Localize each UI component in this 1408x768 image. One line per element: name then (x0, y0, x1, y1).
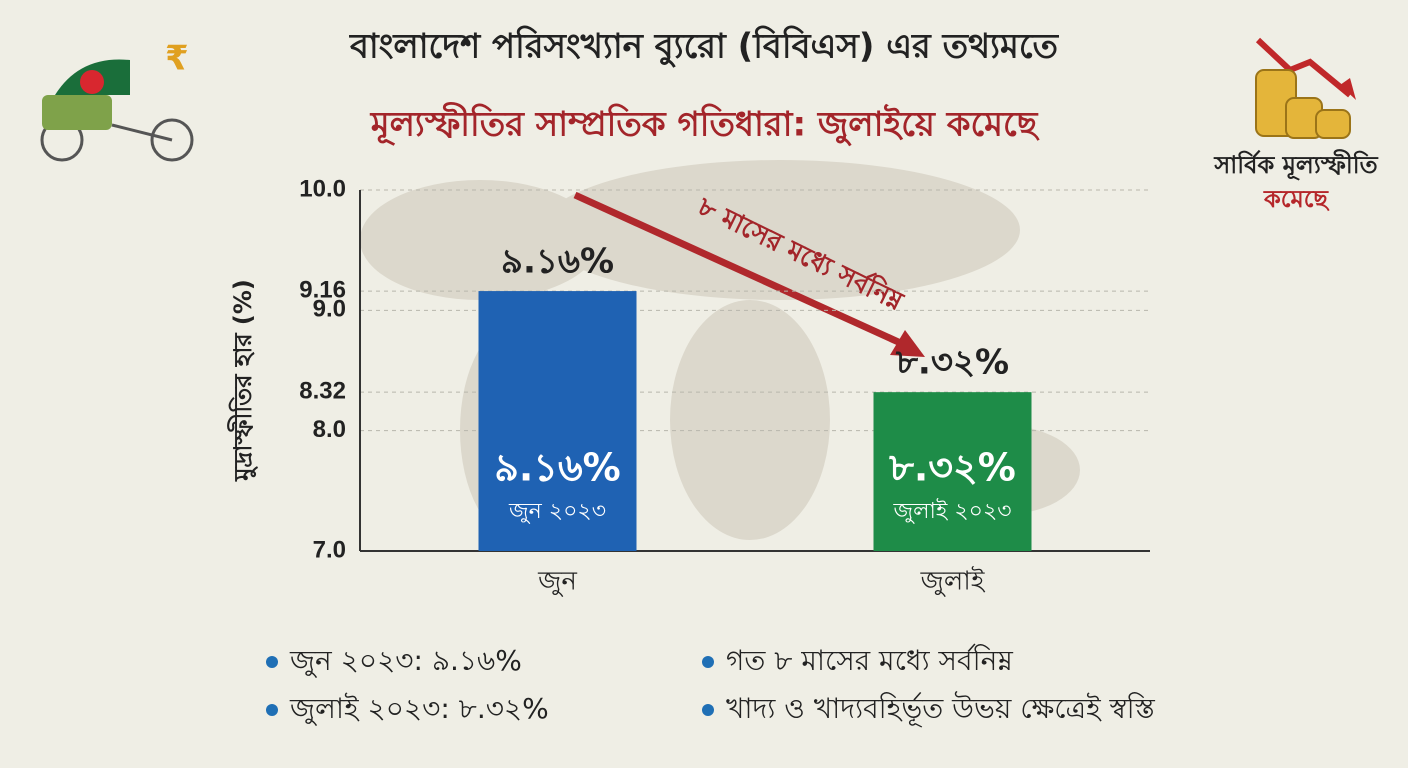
y-tick-label: 8.0 (313, 416, 346, 443)
bar-sublabel: জুলাই ২০২৩ (892, 498, 1011, 525)
bar-inner-value: ৮.৩২% (888, 446, 1016, 490)
bullet (266, 656, 278, 668)
y-tick-label: 9.16 (299, 276, 346, 303)
annotation-arrowhead (890, 330, 925, 357)
bullet (702, 704, 714, 716)
y-axis-label: মুদ্রাস্ফীতির হার (%) (227, 279, 258, 482)
note: জুলাই ২০২৩: ৮.৩২% (289, 692, 549, 725)
bullet (266, 704, 278, 716)
badge-status: কমেছে (1263, 185, 1330, 213)
badge-title: সার্বিক মূল্যস্ফীতি (1213, 149, 1378, 180)
bar-sublabel: জুন ২০২৩ (508, 499, 606, 525)
note: খাদ্য ও খাদ্যবহির্ভূত উভয় ক্ষেত্রেই স্ব… (726, 691, 1156, 728)
value-label: ৯.১৬% (501, 242, 614, 282)
chart-subtitle: মূল্যস্ফীতির সাম্প্রতিক গতিধারা: জুলাইয়… (370, 102, 1040, 147)
bar-inner-value: ৯.১৬% (494, 446, 621, 490)
value-label: ৮.৩২% (895, 343, 1009, 383)
y-tick-label: 7.0 (313, 536, 346, 563)
y-tick-label: 10.0 (299, 175, 346, 202)
bar (478, 291, 637, 551)
y-tick-label: 9.0 (313, 296, 346, 323)
coins-icon (1255, 37, 1356, 139)
y-tick-label: 8.32 (299, 378, 346, 405)
x-tick-label: জুন (537, 567, 577, 597)
x-tick-label: জুলাই (920, 566, 986, 597)
chart-title: বাংলাদেশ পরিসংখ্যান ব্যুরো (বিবিএস) এর ত… (349, 26, 1060, 68)
svg-text:₹: ₹ (165, 39, 189, 79)
bullet (702, 656, 714, 668)
note: গত ৮ মাসের মধ্যে সর্বনিম্ন (726, 644, 1013, 677)
rickshaw-icon: ₹ (40, 39, 194, 162)
note: জুন ২০২৩: ৯.১৬% (289, 644, 522, 677)
bar (873, 392, 1032, 551)
annotation-arrow (573, 191, 907, 349)
